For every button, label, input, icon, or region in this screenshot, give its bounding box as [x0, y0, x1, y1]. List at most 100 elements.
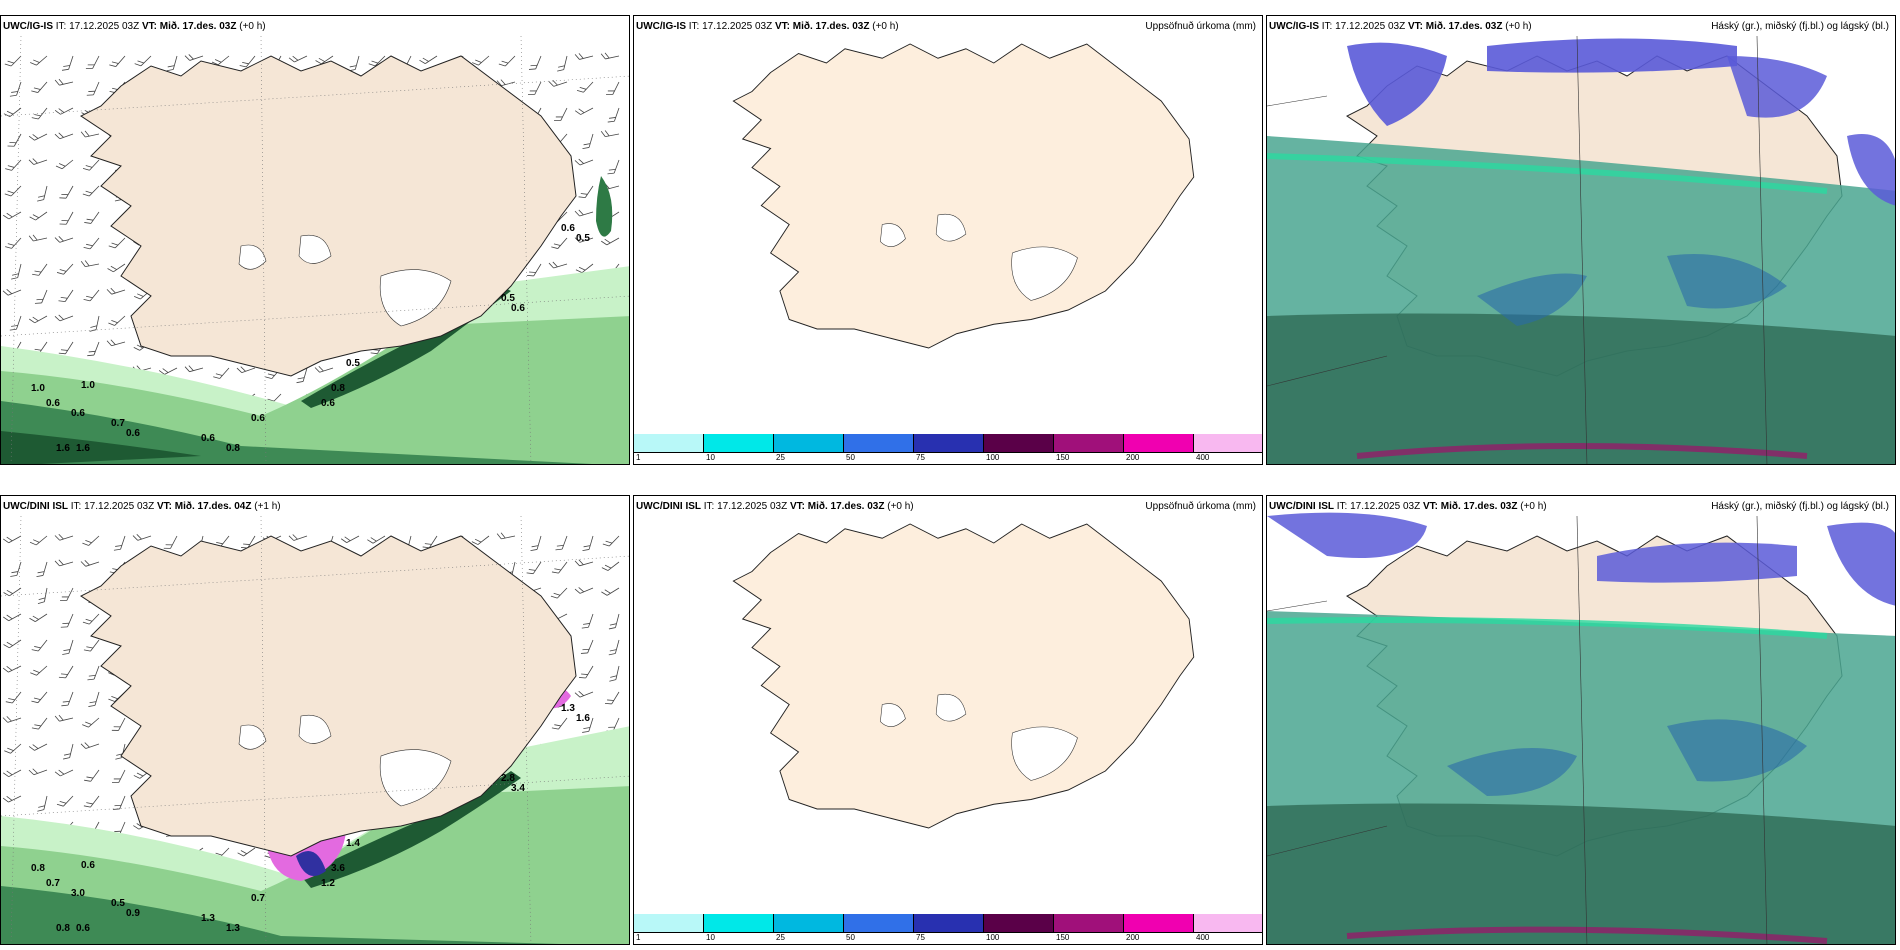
- contour-label: 0.5: [501, 293, 515, 304]
- contour-label: 0.6: [511, 303, 525, 314]
- wind-barb: [37, 586, 48, 606]
- colorbar-label: 1: [636, 933, 641, 942]
- contour-label: 0.6: [321, 398, 335, 409]
- contour-label: 0.8: [56, 923, 70, 934]
- colorbar-swatch: [704, 434, 774, 452]
- contour-label: 0.5: [576, 233, 590, 244]
- wind-barb: [526, 558, 542, 577]
- wind-barb: [28, 310, 48, 325]
- contour-labels: 0.60.50.50.60.50.60.81.00.60.60.70.61.6 1…: [31, 223, 590, 454]
- wind-barb: [54, 75, 74, 87]
- wind-barb: [166, 53, 178, 73]
- wind-barb: [530, 533, 542, 553]
- wind-barb: [9, 313, 22, 333]
- panel-field-title: Uppsöfnuð úrkoma (mm): [1145, 501, 1256, 512]
- wind-barb: [553, 104, 568, 124]
- wind-barb: [581, 611, 594, 631]
- wind-barb: [54, 555, 74, 568]
- contour-label: 1.4: [346, 838, 360, 849]
- contour-label: 0.9: [126, 908, 140, 919]
- wind-barb: [576, 77, 594, 95]
- graticule: [1267, 35, 1768, 464]
- contour-label: 1.0: [31, 383, 45, 394]
- wind-barb: [60, 611, 74, 631]
- colorbar: 1 10 25 50 75 100 150 200 400: [634, 914, 1262, 944]
- colorbar-label: 400: [1196, 933, 1210, 942]
- contour-label: 0.7: [111, 418, 125, 429]
- colorbar-swatch: [1054, 914, 1124, 932]
- wind-barb: [106, 283, 126, 296]
- map-canvas: [1267, 35, 1895, 464]
- contour-label: 1.3: [201, 913, 215, 924]
- colorbar-swatch: [844, 434, 914, 452]
- wind-barb: [83, 233, 100, 252]
- wind-barb: [3, 582, 22, 598]
- wind-barb: [54, 309, 74, 323]
- wind-barb: [4, 51, 22, 69]
- contour-label: 0.7: [251, 893, 265, 904]
- wind-barb: [2, 660, 22, 674]
- map-panel-clouds-igis: UWC/IG-IS IT: 17.12.2025 03Z VT: Mið. 17…: [1266, 15, 1896, 465]
- contour-label: 0.6: [126, 428, 140, 439]
- contour-label: 0.8: [226, 443, 240, 454]
- panel-header: UWC/IG-IS IT: 17.12.2025 03Z VT: Mið. 17…: [636, 21, 899, 32]
- colorbar-label: 10: [706, 453, 715, 462]
- wind-barb: [54, 127, 74, 141]
- wind-barb: [551, 713, 568, 732]
- colorbar-label: 200: [1126, 453, 1140, 462]
- wind-barb: [58, 286, 74, 305]
- wind-barb: [111, 714, 126, 734]
- wind-barb: [574, 555, 594, 568]
- wind-barb: [54, 764, 74, 778]
- wind-barb: [607, 157, 620, 177]
- wind-barb: [574, 49, 594, 61]
- colorbar: 1 10 25 50 75 100 150 200 400: [634, 434, 1262, 464]
- wind-barb: [31, 260, 48, 279]
- wind-barb: [59, 208, 74, 228]
- wind-barb: [54, 102, 74, 117]
- colorbar-label: 75: [916, 933, 925, 942]
- wind-barb: [340, 530, 360, 545]
- contour-label: 3.0: [71, 888, 85, 899]
- wind-barb: [604, 688, 620, 707]
- panel-header: UWC/DINI ISL IT: 17.12.2025 03Z VT: Mið.…: [3, 501, 281, 512]
- wind-barb: [113, 533, 126, 553]
- wind-barb: [551, 557, 568, 576]
- wind-barb: [212, 363, 230, 382]
- wind-barb: [54, 231, 74, 244]
- colorbar-swatch: [914, 434, 984, 452]
- colorbar-label: 200: [1126, 933, 1140, 942]
- wind-barb: [30, 77, 48, 96]
- panel-header: UWC/DINI ISL IT: 17.12.2025 03Z VT: Mið.…: [636, 501, 914, 512]
- wind-barb: [574, 153, 594, 167]
- contour-label: 0.6: [76, 923, 90, 934]
- wind-barb: [59, 584, 74, 604]
- graticule: [1267, 515, 1768, 944]
- contour-labels: 1.31.62.83.41.41.23.60.80.73.00.50.90.8 0…: [31, 703, 590, 934]
- wind-barb: [36, 559, 48, 579]
- colorbar-swatch: [774, 914, 844, 932]
- iceland-land: [732, 43, 1195, 349]
- wind-barb: [527, 78, 542, 98]
- wind-barb: [106, 335, 126, 347]
- wind-barb: [582, 533, 594, 553]
- wind-barb: [3, 634, 22, 650]
- wind-barb: [86, 79, 100, 99]
- colorbar-label: 150: [1056, 933, 1070, 942]
- wind-barb: [578, 662, 594, 681]
- wind-barb: [548, 257, 568, 270]
- wind-barb: [31, 635, 48, 654]
- wind-barb: [9, 79, 22, 99]
- map-panel-accum-precip-dini: UWC/DINI ISL IT: 17.12.2025 03Z VT: Mið.…: [633, 495, 1263, 945]
- wind-barb: [4, 181, 22, 199]
- wind-barb: [31, 687, 48, 706]
- colorbar-label: 1: [636, 453, 641, 462]
- colorbar-axis: [634, 932, 1262, 944]
- panel-field-title: Háský (gr.), miðský (fj.bl.) og lágský (…: [1711, 21, 1889, 32]
- wind-barb: [85, 52, 100, 72]
- wind-barb: [555, 533, 568, 553]
- wind-barb: [10, 262, 22, 281]
- wind-barb: [87, 689, 100, 709]
- wind-barb: [2, 764, 22, 779]
- wind-barb: [108, 311, 126, 328]
